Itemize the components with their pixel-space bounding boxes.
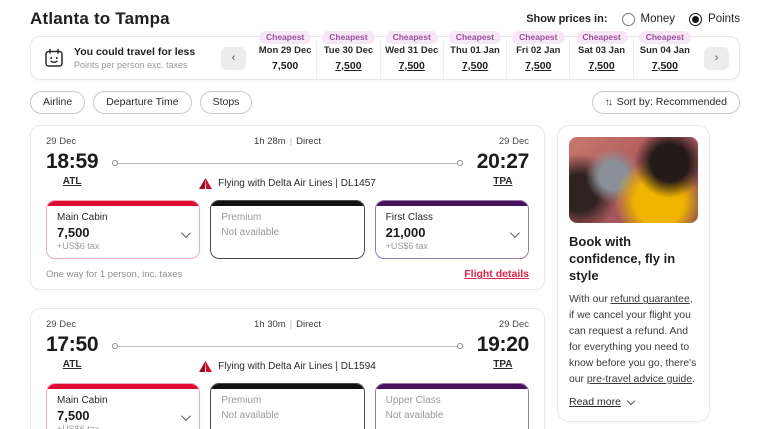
fare-color-bar [211, 201, 364, 206]
cheapest-badge: Cheapest [448, 31, 502, 44]
airline-filter-chip[interactable]: Airline [30, 91, 86, 114]
read-more-link[interactable]: Read more [569, 396, 636, 408]
arrive-date: 29 Dec [498, 136, 529, 147]
fare-option-main-cabin[interactable]: Main Cabin 7,500 +US$6 tax [46, 200, 201, 259]
date-option-fri-02-jan[interactable]: Cheapest Fri 02 Jan 7,500 [506, 31, 569, 79]
delta-logo-icon [199, 178, 213, 189]
arrive-dot-icon [456, 160, 463, 166]
arrive-dot-icon [456, 343, 463, 349]
date-option-tue-30-dec[interactable]: Cheapest Tue 30 Dec 7,500 [316, 31, 379, 79]
pre-travel-advice-link[interactable]: pre-travel advice guide [586, 373, 693, 385]
refund-guarantee-link[interactable]: refund guarantee [610, 294, 690, 306]
origin-airport-link[interactable]: ATL [62, 176, 82, 187]
promo-heading: Book with confidence, fly in style [569, 234, 676, 284]
fare-note: One way for 1 person, inc. taxes [46, 269, 183, 280]
fare-color-bar [47, 201, 200, 206]
flight-timeline [112, 333, 463, 359]
fare-option-upper-class: Upper Class Not available [374, 383, 529, 429]
points-radio-option[interactable]: Points [689, 12, 740, 26]
promo-subtitle: Points per person exc. taxes [74, 60, 188, 71]
show-prices-label: Show prices in: [526, 13, 608, 25]
sort-arrows-icon: ↑↓ [604, 96, 613, 108]
date-options: Cheapest Mon 29 Dec 7,500 Cheapest Tue 3… [254, 31, 696, 79]
radio-checked-icon[interactable] [689, 12, 703, 26]
carrier-info: Flying with Delta Air Lines | DL1457 [112, 176, 463, 191]
next-dates-button[interactable]: › [704, 46, 729, 70]
fare-color-bar [375, 384, 528, 389]
date-option-sat-03-jan[interactable]: Cheapest Sat 03 Jan 7,500 [569, 31, 632, 79]
promo-body: With our refund guarantee, if we cancel … [569, 294, 697, 385]
flight-card: 29 Dec 17:50 ATL 1h 30m | Direct [30, 308, 545, 429]
date-option-thu-01-jan[interactable]: Cheapest Thu 01 Jan 7,500 [442, 31, 506, 79]
departure-time-filter-chip[interactable]: Departure Time [93, 91, 192, 114]
depart-time: 18:59 [46, 150, 99, 173]
depart-dot-icon [112, 343, 119, 349]
arrive-time: 20:27 [476, 150, 530, 173]
depart-dot-icon [112, 160, 119, 166]
cheapest-badge: Cheapest [512, 31, 565, 44]
flight-timeline [112, 150, 463, 176]
fare-option-premium: Premium Not available [210, 200, 365, 259]
promo-photo [569, 137, 698, 223]
page-header: Atlanta to Tampa Show prices in: Money P… [30, 8, 740, 30]
travel-for-less-promo: You could travel for less Points per per… [43, 45, 221, 71]
fare-option-main-cabin[interactable]: Main Cabin 7,500 +US$6 tax [46, 383, 201, 429]
sort-by-button[interactable]: ↑↓ Sort by: Recommended [591, 91, 740, 114]
cheapest-badge: Cheapest [575, 31, 628, 44]
sidebar: Book with confidence, fly in style With … [557, 125, 710, 423]
depart-date: 29 Dec [46, 136, 77, 147]
fare-option-first-class[interactable]: First Class 21,000 +US$6 tax [374, 200, 529, 259]
flight-card: 29 Dec 18:59 ATL 1h 28m | Direct [30, 125, 545, 290]
page-title: Atlanta to Tampa [30, 9, 170, 28]
carrier-info: Flying with Delta Air Lines | DL1594 [112, 359, 463, 374]
stops-filter-chip[interactable]: Stops [199, 91, 253, 114]
date-option-wed-31-dec[interactable]: Cheapest Wed 31 Dec 7,500 [379, 31, 443, 79]
fare-color-bar [211, 384, 364, 389]
cheapest-badge: Cheapest [259, 31, 312, 44]
prev-dates-button[interactable]: ‹ [221, 46, 246, 70]
money-radio-option[interactable]: Money [621, 12, 675, 26]
price-display-toggle: Show prices in: Money Points [526, 12, 740, 26]
promo-title: You could travel for less [74, 45, 196, 58]
duration-stops: 1h 28m | Direct [254, 136, 321, 147]
arrive-date: 29 Dec [498, 319, 529, 330]
cheapest-badge: Cheapest [638, 31, 691, 44]
fare-option-premium: Premium Not available [210, 383, 365, 429]
destination-airport-link[interactable]: TPA [493, 176, 513, 187]
arrive-time: 19:20 [476, 333, 530, 356]
duration-stops: 1h 30m | Direct [254, 319, 321, 330]
book-with-confidence-card: Book with confidence, fly in style With … [557, 125, 710, 423]
radio-unchecked-icon[interactable] [621, 12, 635, 26]
fare-color-bar [47, 384, 200, 389]
flight-results-list: 29 Dec 18:59 ATL 1h 28m | Direct [30, 125, 545, 429]
chevron-down-icon [626, 396, 636, 406]
origin-airport-link[interactable]: ATL [62, 359, 82, 370]
cheapest-badge: Cheapest [322, 31, 375, 44]
destination-airport-link[interactable]: TPA [493, 359, 513, 370]
calendar-smiley-icon [43, 47, 65, 69]
date-option-mon-29-dec[interactable]: Cheapest Mon 29 Dec 7,500 [258, 31, 312, 72]
filters-row: Airline Departure Time Stops ↑↓ Sort by:… [30, 91, 740, 114]
fare-color-bar [375, 201, 528, 206]
date-price-strip: You could travel for less Points per per… [30, 31, 740, 80]
depart-time: 17:50 [46, 333, 99, 356]
flight-details-link[interactable]: Flight details [464, 268, 529, 280]
date-option-sun-04-jan[interactable]: Cheapest Sun 04 Jan 7,500 [632, 31, 696, 79]
delta-logo-icon [199, 361, 213, 372]
cheapest-badge: Cheapest [385, 31, 438, 44]
depart-date: 29 Dec [46, 319, 77, 330]
